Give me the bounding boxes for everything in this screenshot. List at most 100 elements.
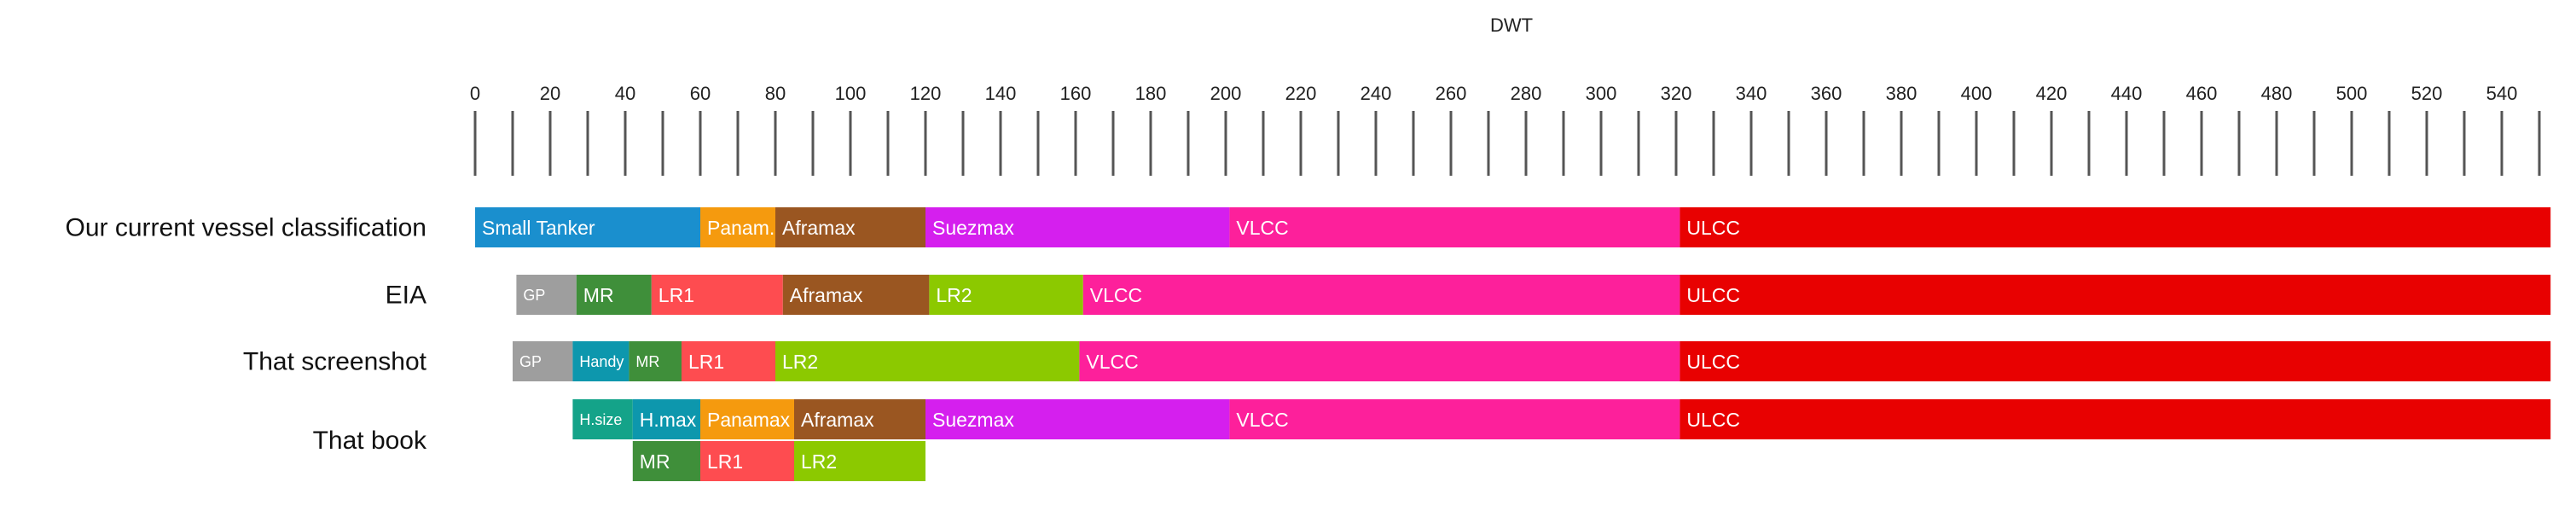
bar-segment (682, 341, 775, 381)
x-axis-ticks: 0 20 40 60 80 100 120 140 160 180 200 220 240 260 280 3… (470, 83, 2541, 176)
chart-row: Our current vessel classification Small T… (66, 207, 2551, 247)
x-tick-label: 100 (835, 83, 867, 104)
bar-segment (513, 341, 573, 381)
x-tick-label: 180 (1135, 83, 1167, 104)
bar-segment (929, 275, 1083, 315)
chart-rows: Our current vessel classification Small T… (66, 207, 2551, 481)
bar-segment (775, 341, 1080, 381)
chart-row: That screenshot GP Handy MR LR1 LR2 VLCC ULCC (243, 341, 2551, 381)
x-tick-label: 300 (1586, 83, 1617, 104)
segment-label: LR1 (707, 450, 743, 473)
segment-label: Panam. (707, 217, 775, 239)
bar-segment (700, 441, 794, 481)
x-tick-label: 420 (2036, 83, 2068, 104)
row-label: That book (313, 427, 427, 455)
x-tick-label: 320 (1661, 83, 1692, 104)
bar-segment (794, 399, 925, 439)
segment-label: Handy (579, 353, 624, 370)
bar-segment (1229, 399, 1680, 439)
x-tick-label: 540 (2486, 83, 2518, 104)
bar-segment (1680, 341, 2551, 381)
segment-label: ULCC (1686, 351, 1740, 373)
x-tick-label: 200 (1210, 83, 1242, 104)
bar-segment (794, 441, 925, 481)
row-label: Our current vessel classification (66, 214, 427, 242)
bar-segment (700, 399, 794, 439)
segment-label: ULCC (1686, 217, 1740, 239)
x-tick-label: 400 (1961, 83, 1993, 104)
segment-label: Aframax (790, 284, 863, 306)
x-tick-label: 360 (1811, 83, 1842, 104)
segment-label: H.size (579, 411, 622, 428)
bar-segment (576, 275, 652, 315)
x-tick-label: 40 (615, 83, 635, 104)
segment-label: GP (523, 287, 545, 304)
row-label: That screenshot (243, 348, 427, 376)
segment-label: Small Tanker (482, 217, 595, 239)
bar-segment (925, 399, 1230, 439)
x-axis-title: DWT (1490, 15, 1533, 36)
x-tick-label: 20 (540, 83, 560, 104)
segment-label: Suezmax (932, 409, 1014, 431)
bar-segment (572, 399, 633, 439)
segment-label: MR (640, 450, 670, 473)
x-tick-label: 160 (1060, 83, 1092, 104)
segment-label: GP (519, 353, 542, 370)
x-tick-label: 340 (1736, 83, 1767, 104)
x-tick-label: 460 (2186, 83, 2218, 104)
x-tick-label: 520 (2411, 83, 2443, 104)
x-tick-label: 280 (1511, 83, 1542, 104)
segment-label: LR2 (782, 351, 818, 373)
bar-segment (475, 207, 700, 247)
bar-segment (782, 275, 930, 315)
segment-label: H.max (640, 409, 697, 431)
segment-label: Panamax (707, 409, 791, 431)
x-tick-label: 240 (1361, 83, 1392, 104)
x-tick-label: 480 (2261, 83, 2293, 104)
x-tick-label: 500 (2336, 83, 2368, 104)
x-tick-label: 0 (470, 83, 480, 104)
segment-label: Aframax (782, 217, 856, 239)
bar-segment (629, 341, 682, 381)
segment-label: VLCC (1086, 351, 1138, 373)
bar-segment (632, 399, 700, 439)
segment-label: LR2 (936, 284, 972, 306)
x-tick-label: 80 (765, 83, 786, 104)
segment-label: LR1 (688, 351, 724, 373)
bar-segment (1680, 207, 2551, 247)
segment-label: Aframax (801, 409, 874, 431)
bar-segment (1680, 275, 2551, 315)
x-tick-label: 60 (690, 83, 711, 104)
segment-label: Suezmax (932, 217, 1014, 239)
x-tick-label: 140 (985, 83, 1017, 104)
chart-row: That book H.size H.max Panamax Aframax Suezma… (313, 399, 2551, 481)
x-tick-label: 220 (1285, 83, 1317, 104)
segment-label: MR (635, 353, 659, 370)
x-tick-label: 120 (910, 83, 942, 104)
bar-segment (516, 275, 577, 315)
segment-label: LR2 (801, 450, 837, 473)
segment-label: VLCC (1236, 217, 1288, 239)
segment-label: MR (583, 284, 614, 306)
row-label: EIA (386, 282, 426, 310)
bar-segment (925, 207, 1230, 247)
bar-segment (632, 441, 700, 481)
segment-label: VLCC (1090, 284, 1142, 306)
chart-row: EIA GP MR LR1 Aframax LR2 VLCC ULCC (386, 275, 2551, 315)
bar-segment (1082, 275, 1680, 315)
bar-segment (1079, 341, 1680, 381)
bar-segment (700, 207, 775, 247)
segment-label: VLCC (1236, 409, 1288, 431)
bar-segment (651, 275, 783, 315)
segment-label: ULCC (1686, 409, 1740, 431)
bar-segment (1680, 399, 2551, 439)
x-tick-label: 380 (1886, 83, 1917, 104)
segment-label: ULCC (1686, 284, 1740, 306)
x-tick-label: 260 (1436, 83, 1467, 104)
bar-segment (775, 207, 925, 247)
bar-segment (1229, 207, 1680, 247)
x-tick-label: 440 (2111, 83, 2143, 104)
segment-label: LR1 (659, 284, 694, 306)
bar-segment (572, 341, 629, 381)
